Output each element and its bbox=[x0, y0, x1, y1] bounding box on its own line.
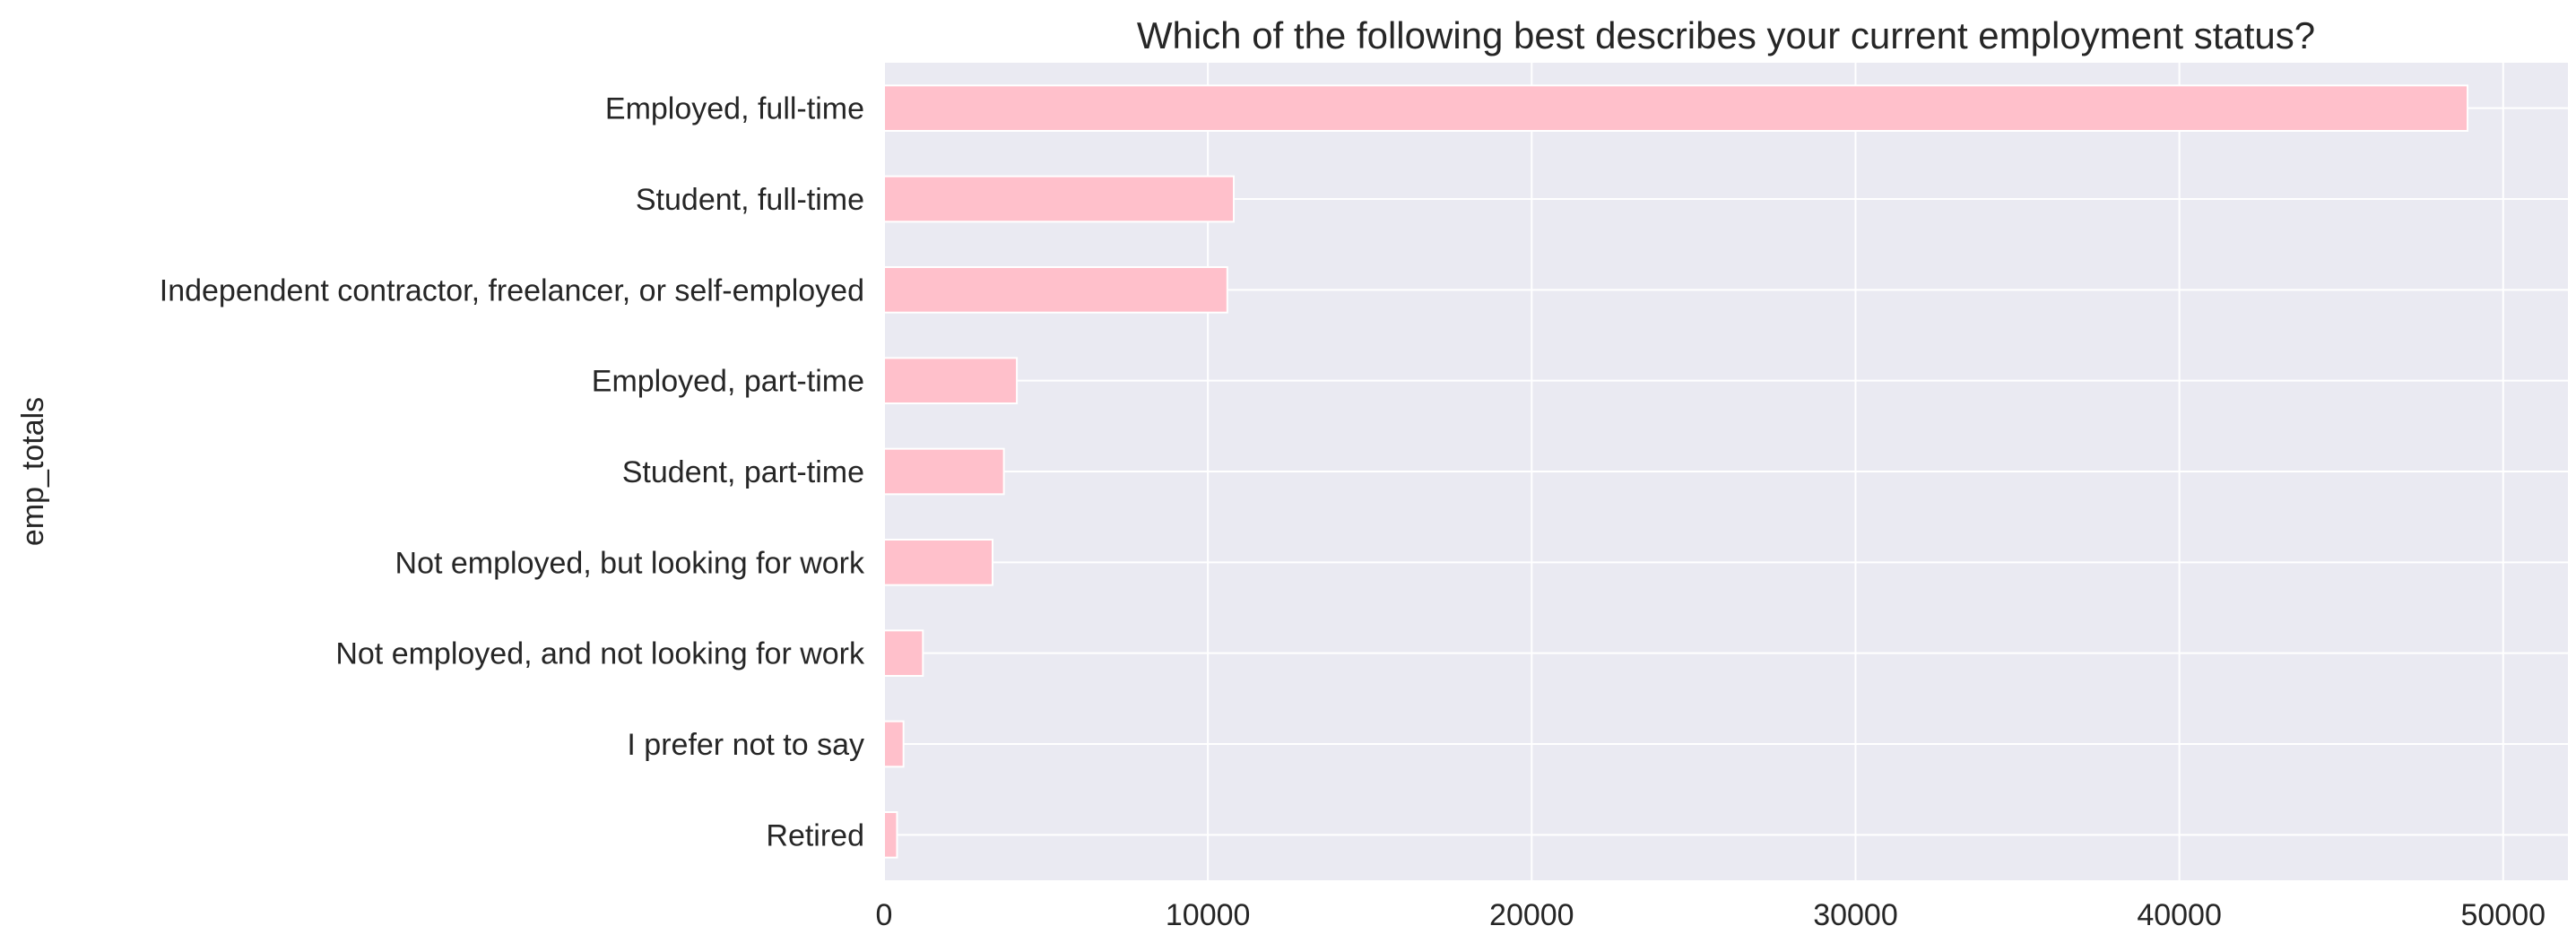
category-label-7: I prefer not to say bbox=[627, 728, 864, 762]
bar-6 bbox=[883, 629, 924, 677]
bar-0 bbox=[883, 84, 2469, 133]
x-tick-label-5: 50000 bbox=[2460, 898, 2546, 932]
x-tick-label-1: 10000 bbox=[1166, 898, 1251, 932]
bar-5 bbox=[883, 539, 993, 586]
x-tick-label-4: 40000 bbox=[2137, 898, 2222, 932]
category-label-4: Student, part-time bbox=[622, 455, 864, 489]
category-label-5: Not employed, but looking for work bbox=[395, 546, 865, 580]
category-label-6: Not employed, and not looking for work bbox=[335, 637, 865, 671]
x-tick-label-2: 20000 bbox=[1489, 898, 1574, 932]
category-label-1: Student, full-time bbox=[636, 183, 864, 217]
x-tick-label-0: 0 bbox=[876, 898, 893, 932]
x-tick-label-3: 30000 bbox=[1813, 898, 1898, 932]
category-label-0: Employed, full-time bbox=[605, 92, 864, 126]
bar-3 bbox=[883, 357, 1019, 405]
category-labels: Employed, full-time Student, full-time Ind… bbox=[160, 92, 865, 853]
bar-2 bbox=[883, 266, 1228, 314]
bar-1 bbox=[883, 175, 1236, 223]
y-axis-label: emp_totals bbox=[16, 397, 50, 546]
bar-8 bbox=[883, 811, 898, 859]
category-label-2: Independent contractor, freelancer, or s… bbox=[160, 273, 864, 307]
bar-4 bbox=[883, 447, 1005, 496]
bars bbox=[883, 84, 2469, 859]
bar-7 bbox=[883, 720, 905, 768]
x-tick-labels: 0 10000 20000 30000 40000 50000 bbox=[876, 898, 2546, 932]
category-label-8: Retired bbox=[766, 818, 864, 852]
chart-title: Which of the following best describes yo… bbox=[1137, 14, 2315, 56]
category-label-3: Employed, part-time bbox=[592, 365, 864, 399]
